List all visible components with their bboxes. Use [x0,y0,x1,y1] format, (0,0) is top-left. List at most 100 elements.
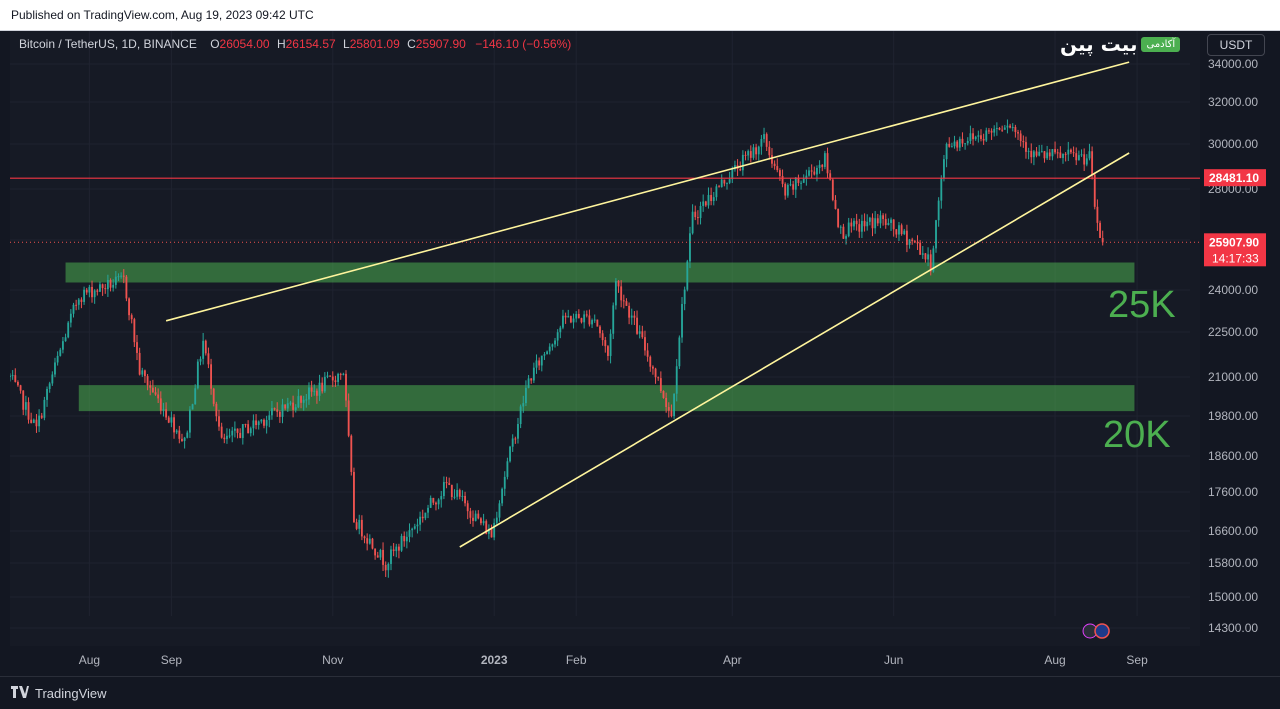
candle [665,397,668,408]
candle [165,409,168,418]
time-axis[interactable]: Aug Sep Nov 2023 Feb Apr Jun Aug Sep [10,646,1210,674]
candle [760,138,763,147]
candle [588,315,591,325]
candle [636,317,638,334]
candle [157,394,160,399]
candle [350,435,353,472]
candle [191,404,194,410]
watermark-logo: بیت پین آکادمی [1060,32,1181,56]
candle [908,239,911,245]
price-axis[interactable]: 34000.0032000.0030000.0028000.0026000.00… [1200,31,1280,651]
candle [99,284,101,292]
candle [937,200,940,221]
candle [641,331,644,338]
candle [1083,154,1086,165]
candle [204,340,207,354]
resistance-price-tag-bg [1204,169,1266,187]
time-tick-label: Jun [884,653,903,667]
candle [43,399,46,418]
chart-area[interactable] [10,31,1200,646]
candle [577,313,580,319]
time-tick-label: Sep [1126,653,1148,667]
candle [281,404,284,417]
candle [162,409,165,411]
candle [675,366,678,394]
candle [355,522,358,529]
candle [646,350,649,357]
candle [940,178,943,201]
price-tick-label: 24000.00 [1208,283,1258,297]
price-tick-label: 34000.00 [1208,57,1258,71]
candle [572,318,575,323]
candle [953,141,956,147]
candle [514,438,517,440]
candle [186,432,189,438]
candle [318,382,321,396]
candle [464,495,466,504]
candle [257,421,260,426]
candle [768,146,771,156]
candle [964,143,967,145]
candle [339,373,342,375]
candle [773,163,776,167]
logo-badge: آکادمی [1141,36,1181,52]
candle [916,242,919,244]
candle [1077,155,1080,161]
current-price-tag: 25907.90 [1209,235,1259,249]
candle [683,289,686,305]
price-tick-label: 19800.00 [1208,409,1258,423]
candle [821,164,824,167]
candle [800,182,803,184]
zone-label-25k: 25K [1108,284,1176,326]
candle [601,333,604,341]
candle [387,563,390,571]
logo-text: بیت پین [1060,32,1138,56]
candle [255,420,257,426]
candle [302,399,305,403]
candle [300,396,302,403]
time-tick-label: Aug [79,653,100,667]
candle [175,430,178,433]
candle [842,226,845,239]
candle [969,133,972,141]
candle [400,535,403,551]
candle [170,417,173,423]
candle [265,420,268,426]
tradingview-brand[interactable]: TradingView [11,686,107,701]
candle [136,342,138,353]
candle [644,337,646,351]
candle [818,164,821,168]
candle [442,482,445,497]
trendline-1[interactable] [165,61,1130,322]
candle [24,402,27,410]
candle [405,536,408,542]
candle [178,430,181,439]
price-chart[interactable] [10,31,1200,646]
candle [458,490,461,497]
price-tick-label: 15000.00 [1208,590,1258,604]
candle [929,254,932,272]
flag-icon[interactable] [1094,623,1110,639]
candle [376,555,379,558]
candle [104,288,107,290]
candle [1099,222,1101,238]
price-tick-label: 22500.00 [1208,325,1258,339]
candle [366,538,369,544]
candle [64,337,67,342]
symbol-label[interactable]: Bitcoin / TetherUS, 1D, BINANCE [19,37,197,51]
currency-button[interactable]: USDT [1207,34,1265,56]
candle [776,166,779,171]
candle [813,171,816,175]
candle [956,141,959,148]
candle [501,488,504,504]
candle [625,301,628,306]
candle [993,128,996,133]
time-tick-label: Aug [1044,653,1065,667]
candle [374,548,377,556]
tradingview-logo-icon [11,686,29,701]
candle [54,362,56,375]
candle [159,398,162,411]
candle [1101,237,1104,243]
trendline-2[interactable] [459,152,1130,548]
candle [1096,206,1099,223]
